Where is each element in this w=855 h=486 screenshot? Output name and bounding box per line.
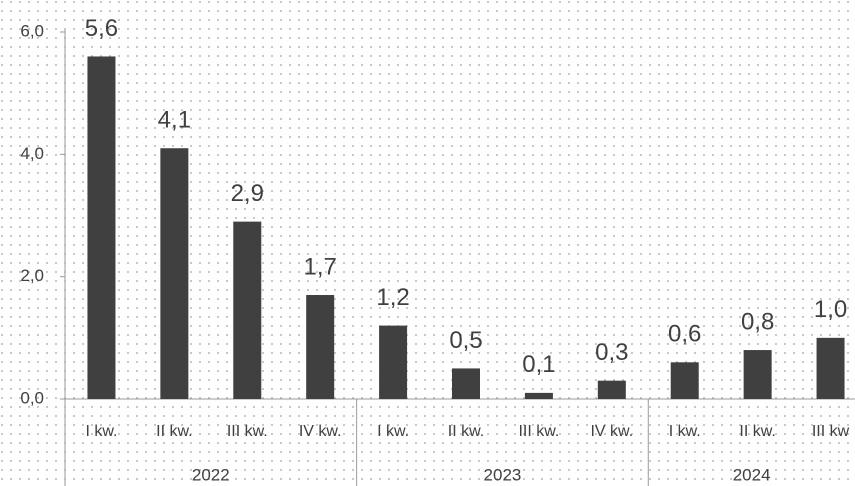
value-label: 2,9 bbox=[231, 180, 264, 207]
bar bbox=[816, 337, 845, 399]
x-tick-label: III kw. bbox=[227, 423, 268, 440]
x-tick-label: I kw. bbox=[669, 423, 701, 440]
x-tick-label: I kw. bbox=[85, 423, 117, 440]
value-label: 0,1 bbox=[522, 351, 555, 378]
x-tick-label: III kw. bbox=[518, 423, 559, 440]
y-tick-label: 0,0 bbox=[20, 388, 44, 407]
bar bbox=[524, 392, 553, 399]
bar bbox=[233, 221, 262, 399]
value-label: 0,3 bbox=[595, 339, 628, 366]
value-label: 5,6 bbox=[85, 15, 118, 42]
x-tick-label: II kw. bbox=[739, 423, 775, 440]
value-label: 0,5 bbox=[449, 327, 482, 354]
x-tick-label: IV kw. bbox=[299, 423, 342, 440]
group-label: 2024 bbox=[733, 465, 771, 484]
bar bbox=[379, 325, 408, 399]
bar bbox=[670, 362, 699, 399]
value-label: 1,2 bbox=[376, 284, 409, 311]
x-tick-label: I kw. bbox=[377, 423, 409, 440]
bar bbox=[160, 148, 189, 399]
bar bbox=[743, 350, 772, 399]
bar bbox=[597, 380, 626, 399]
x-tick-label: II kw. bbox=[448, 423, 484, 440]
value-label: 1,0 bbox=[814, 296, 847, 323]
x-tick-label: III kw bbox=[812, 423, 850, 440]
y-tick-label: 4,0 bbox=[20, 144, 44, 163]
bar bbox=[306, 295, 335, 399]
y-tick-label: 2,0 bbox=[20, 266, 44, 285]
x-tick-label: II kw. bbox=[156, 423, 192, 440]
group-label: 2023 bbox=[484, 465, 522, 484]
x-tick-label: IV kw. bbox=[590, 423, 633, 440]
bar bbox=[452, 368, 480, 399]
value-label: 0,6 bbox=[668, 321, 701, 348]
value-label: 0,8 bbox=[741, 308, 774, 335]
group-label: 2022 bbox=[192, 465, 230, 484]
bar bbox=[87, 56, 116, 399]
value-label: 4,1 bbox=[158, 107, 191, 134]
y-tick-label: 6,0 bbox=[20, 21, 44, 40]
value-label: 1,7 bbox=[303, 253, 336, 280]
